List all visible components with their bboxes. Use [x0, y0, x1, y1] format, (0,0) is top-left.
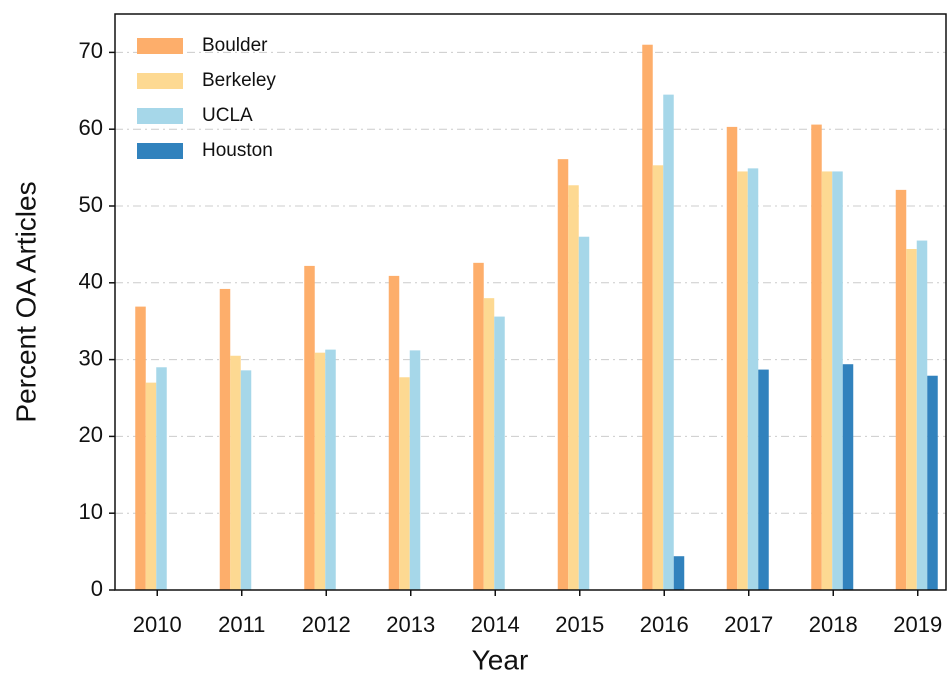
y-tick-label: 20	[79, 422, 103, 447]
y-tick-label: 60	[79, 115, 103, 140]
bar	[409, 350, 421, 590]
bar	[811, 124, 822, 590]
y-tick-label: 10	[79, 499, 103, 524]
bar	[747, 168, 759, 591]
legend-label: Berkeley	[202, 70, 276, 91]
legend-swatch	[137, 38, 183, 54]
bar	[399, 377, 410, 590]
x-tick-label: 2019	[893, 612, 942, 637]
bar	[832, 171, 843, 590]
bar	[821, 171, 833, 590]
legend-swatch	[137, 143, 183, 159]
bar	[304, 265, 315, 590]
x-tick-label: 2010	[133, 612, 182, 637]
legend-swatch	[137, 73, 183, 89]
bar	[473, 262, 484, 590]
x-tick-label: 2017	[724, 612, 773, 637]
x-axis-label: Year	[472, 644, 529, 675]
legend-label: UCLA	[202, 105, 253, 126]
bar	[578, 236, 590, 590]
bar	[673, 556, 685, 590]
plot-frame	[114, 13, 947, 591]
bar	[483, 298, 495, 590]
bar	[726, 126, 738, 591]
bar	[895, 189, 907, 590]
x-tick-label: 2016	[640, 612, 689, 637]
bar	[758, 369, 769, 590]
bar	[557, 159, 569, 591]
bar	[916, 240, 928, 590]
bar	[737, 171, 748, 590]
bar	[325, 349, 336, 590]
bar	[927, 375, 938, 590]
bar	[494, 316, 505, 590]
y-tick-label: 30	[79, 345, 103, 370]
x-tick-label: 2018	[809, 612, 858, 637]
bar	[135, 306, 146, 590]
bar	[240, 370, 252, 590]
bar	[642, 44, 653, 591]
bar	[663, 94, 674, 590]
bar	[906, 249, 917, 590]
legend-label: Houston	[202, 140, 273, 161]
x-tick-label: 2014	[471, 612, 520, 637]
bar	[230, 355, 241, 590]
x-tick-label: 2015	[555, 612, 604, 637]
legend-label: Boulder	[202, 35, 268, 56]
x-tick-label: 2012	[302, 612, 351, 637]
y-axis-label: Percent OA Articles	[10, 181, 41, 422]
legend: Boulder Berkeley UCLA Houston	[137, 35, 276, 161]
bar	[219, 288, 231, 590]
x-tick-label: 2013	[386, 612, 435, 637]
bar	[652, 165, 664, 590]
y-tick-label: 50	[79, 192, 103, 217]
bar	[568, 185, 579, 590]
bar	[388, 275, 400, 590]
y-tick-label: 40	[79, 269, 103, 294]
legend-swatch	[137, 108, 183, 124]
y-tick-label: 0	[91, 576, 103, 601]
bar	[842, 364, 854, 590]
bar	[145, 382, 157, 590]
y-tick-label: 70	[79, 38, 103, 63]
bar	[314, 352, 326, 590]
bar	[156, 367, 167, 590]
x-tick-label: 2011	[218, 612, 265, 637]
